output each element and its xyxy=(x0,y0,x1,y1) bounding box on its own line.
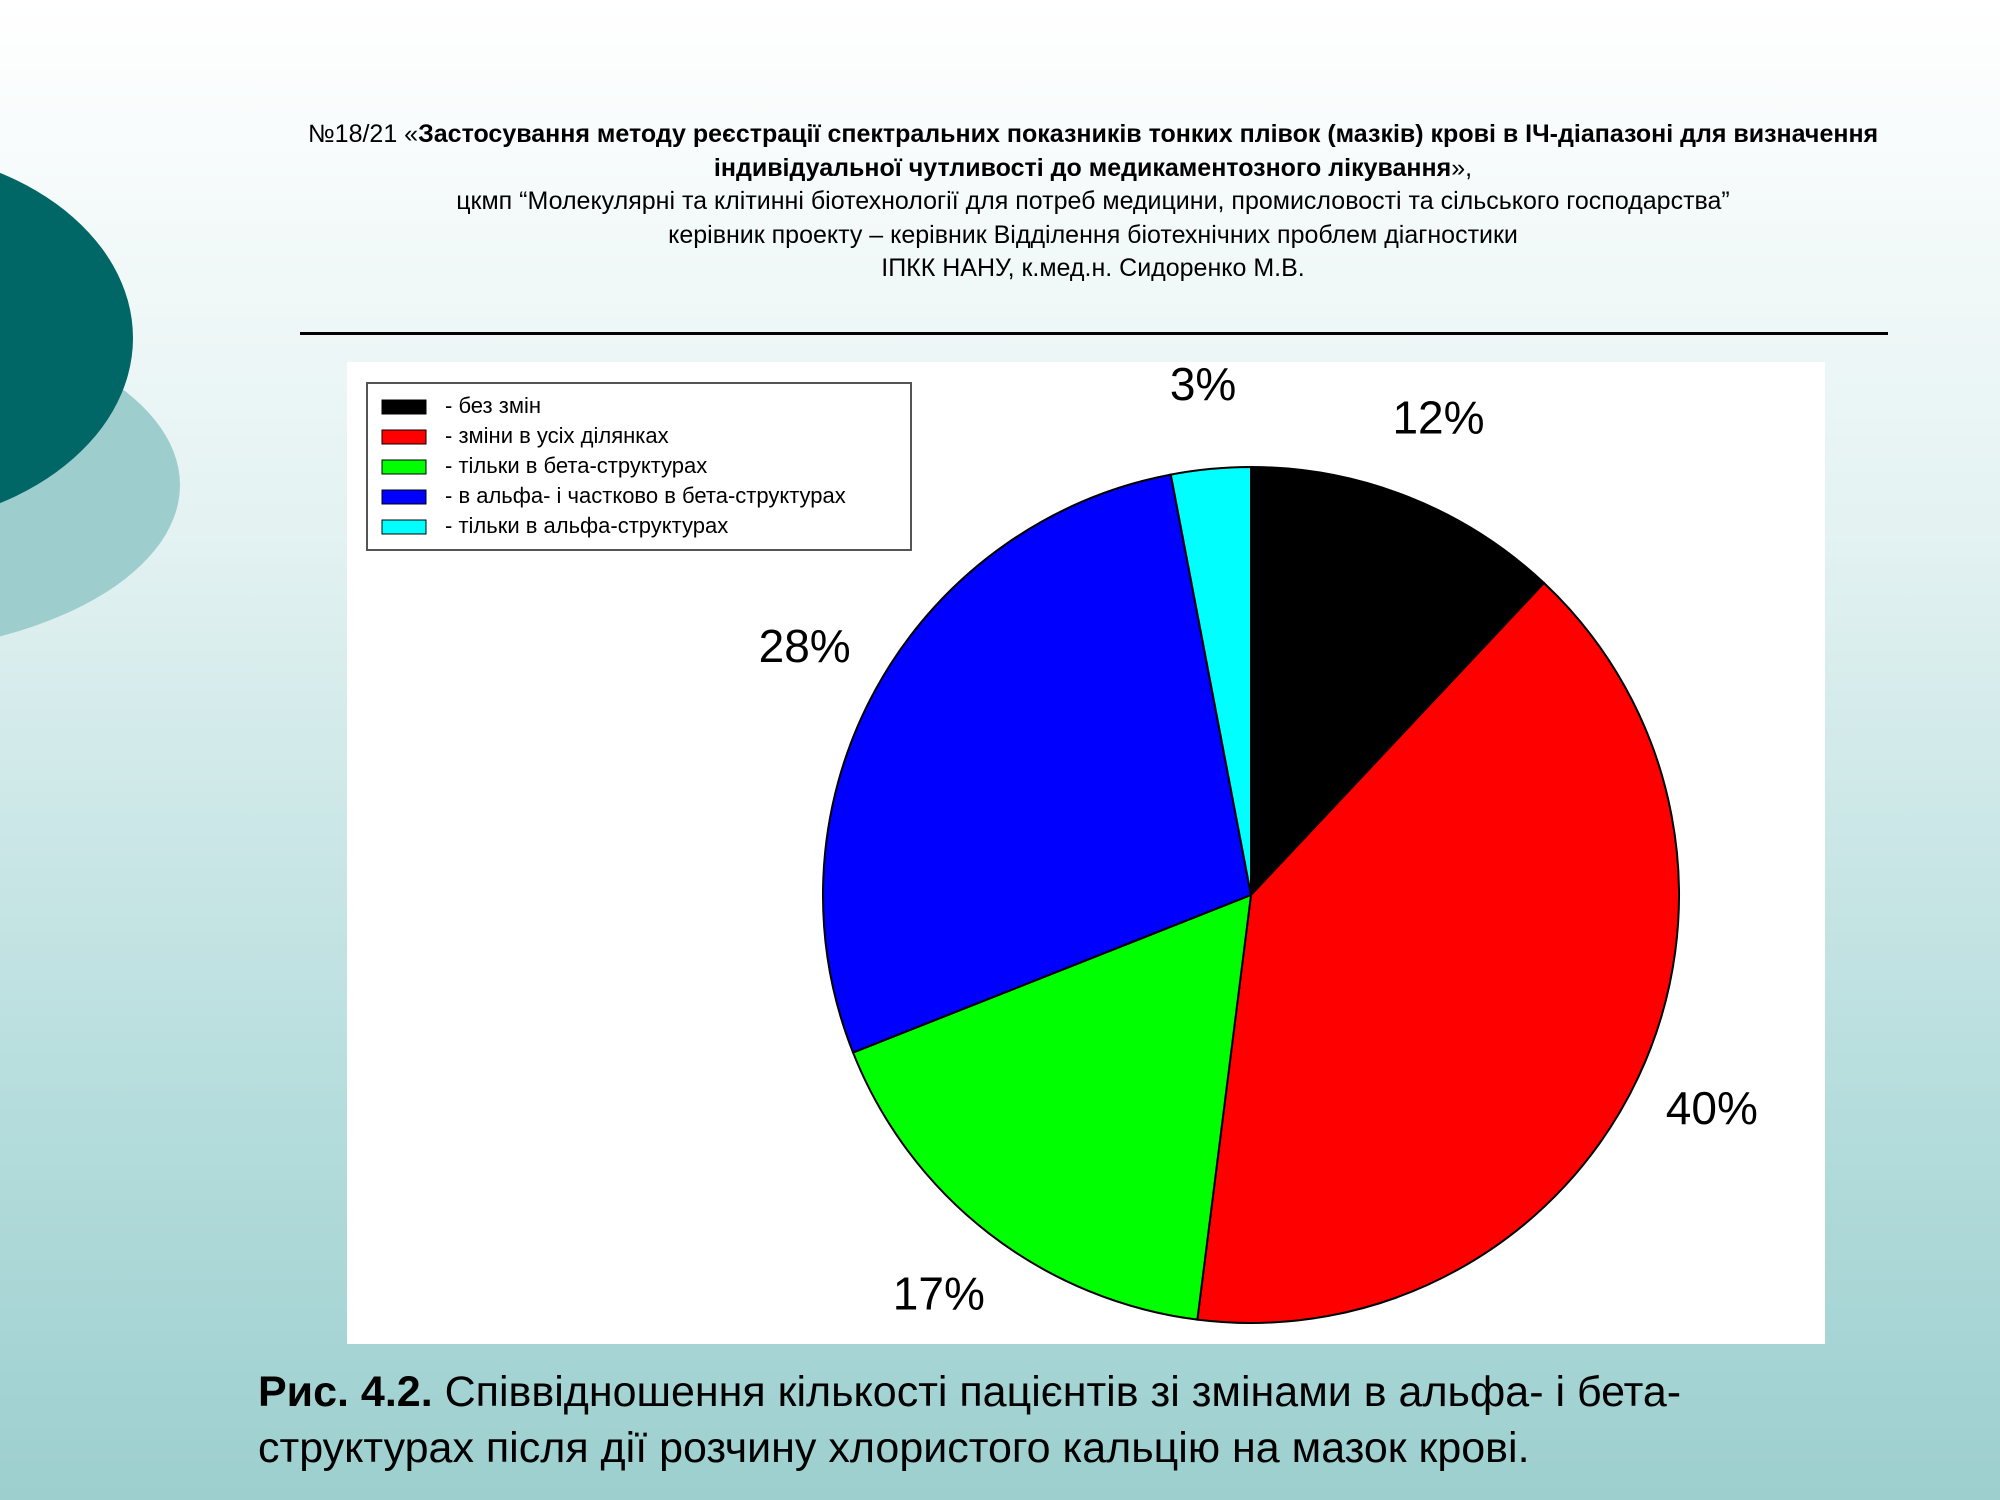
legend-label: - без змін xyxy=(445,393,541,418)
data-label: 12% xyxy=(1392,392,1484,444)
dark-ellipse xyxy=(0,172,133,504)
pie-slice xyxy=(1169,465,1252,896)
pie-slice xyxy=(1196,581,1680,1324)
header-line: ІПКК НАНУ, к.мед.н. Сидоренко М.В. xyxy=(881,254,1305,282)
separator xyxy=(300,332,1888,335)
header-prefix: №18/21 « xyxy=(307,120,419,148)
pie-slice xyxy=(851,893,1253,1321)
header-suffix: », xyxy=(1451,153,1473,182)
header-line: цкмп “Молекулярні та клітинні біотехноло… xyxy=(456,187,1730,215)
legend-box xyxy=(366,382,912,551)
legend-swatch xyxy=(381,489,427,505)
legend-swatch xyxy=(381,429,427,445)
legend-label: - тільки в бета-структурах xyxy=(445,453,707,478)
data-label: 40% xyxy=(1666,1082,1758,1134)
data-label: 28% xyxy=(759,620,851,672)
project-title: Застосування методу реєстрації спектраль… xyxy=(418,120,1879,182)
header-line: керівник проекту – керівник Відділення б… xyxy=(668,220,1518,249)
pie-slice xyxy=(1250,465,1546,898)
data-label: 17% xyxy=(893,1268,985,1320)
legend-swatch xyxy=(381,399,427,415)
data-label: 3% xyxy=(1170,358,1236,410)
legend-swatch xyxy=(381,519,427,535)
pie-slice xyxy=(822,473,1253,1054)
legend-label: - зміни в усіх ділянках xyxy=(445,423,669,448)
caption: Рис. 4.2. Співвідношення кількості паціє… xyxy=(258,1364,1758,1476)
caption-label: Рис. 4.2. xyxy=(258,1368,433,1416)
caption-text: Співвідношення кількості пацієнтів зі зм… xyxy=(258,1368,1682,1472)
legend-label: - в альфа- і частково в бета-структурах xyxy=(445,483,846,508)
legend-swatch xyxy=(381,459,427,475)
header: №18/21 «Застосування методу реєстрації с… xyxy=(303,118,1883,286)
legend-label: - тільки в альфа-структурах xyxy=(445,513,728,538)
